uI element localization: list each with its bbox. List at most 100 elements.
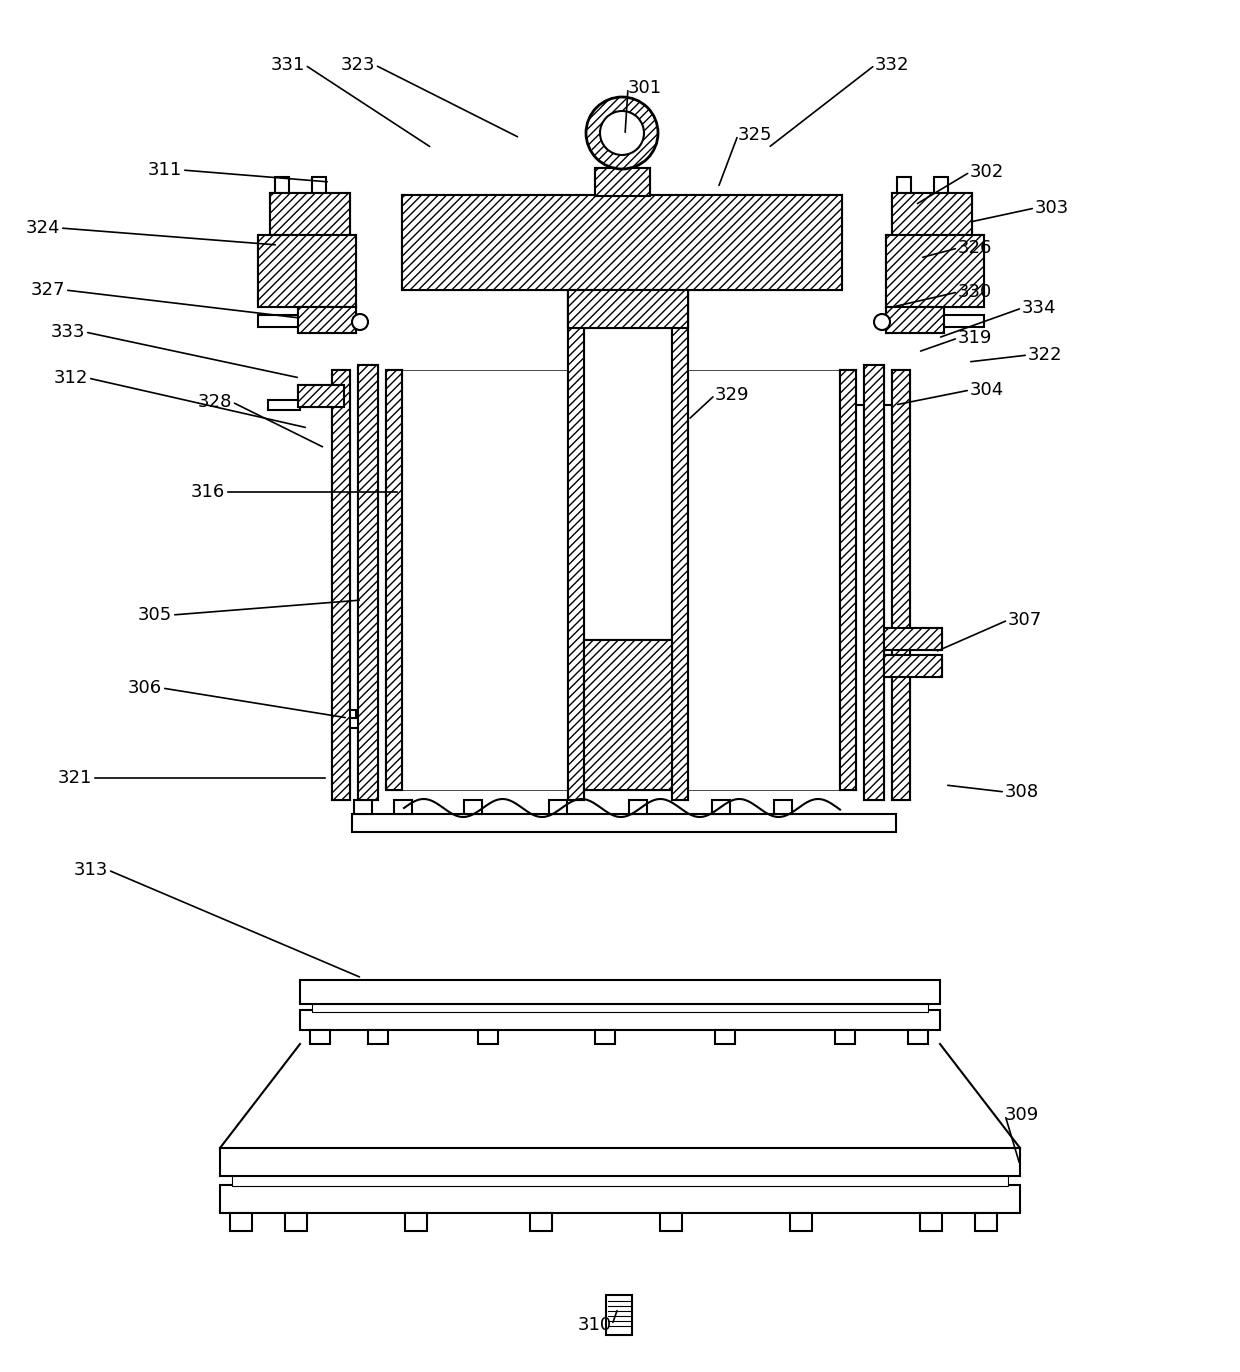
Bar [884, 654, 942, 676]
Bar [887, 307, 944, 333]
Bar [584, 240, 672, 639]
Bar [715, 1030, 735, 1044]
Bar [464, 800, 482, 814]
Bar [312, 1004, 928, 1013]
Bar [298, 386, 343, 407]
Text: 329: 329 [715, 386, 749, 403]
Bar [270, 193, 350, 235]
Bar [672, 240, 688, 800]
Bar [285, 1213, 308, 1231]
Bar [884, 654, 942, 676]
Text: 333: 333 [51, 322, 86, 342]
Text: 327: 327 [31, 281, 64, 299]
Bar [606, 1295, 632, 1335]
Bar [342, 709, 356, 718]
Text: 303: 303 [1035, 199, 1069, 217]
Bar [368, 1030, 388, 1044]
Text: 322: 322 [1028, 346, 1063, 364]
Bar [887, 235, 985, 307]
Bar [892, 193, 972, 235]
Bar [332, 370, 350, 800]
Bar [219, 1148, 1021, 1176]
Bar [595, 167, 650, 196]
Bar [908, 1030, 928, 1044]
Bar [258, 316, 300, 327]
Text: 326: 326 [959, 239, 992, 257]
Bar [790, 1213, 812, 1231]
Text: 310: 310 [578, 1316, 613, 1334]
Bar [887, 307, 944, 333]
Bar [232, 1176, 1008, 1185]
Bar [258, 235, 356, 307]
Bar [312, 177, 326, 193]
Bar [402, 370, 839, 790]
Bar [386, 370, 402, 790]
Bar [298, 307, 356, 333]
Bar [934, 177, 949, 193]
Bar [712, 800, 730, 814]
Bar [394, 800, 412, 814]
Bar [839, 370, 856, 790]
Text: 309: 309 [1004, 1106, 1039, 1124]
Bar [298, 386, 343, 407]
Bar [332, 370, 350, 800]
Text: 328: 328 [197, 392, 232, 412]
Text: 321: 321 [57, 768, 92, 788]
Bar [920, 1213, 942, 1231]
Text: 316: 316 [191, 483, 224, 501]
Bar [568, 289, 688, 328]
Bar [549, 800, 567, 814]
Bar [352, 814, 897, 831]
Text: 307: 307 [1008, 611, 1043, 628]
Bar [839, 370, 856, 790]
Bar [300, 1010, 940, 1030]
Bar [477, 1030, 498, 1044]
Text: 312: 312 [53, 369, 88, 387]
Text: 306: 306 [128, 679, 162, 697]
Text: 308: 308 [1004, 783, 1039, 801]
Bar [595, 167, 650, 196]
Bar [892, 193, 972, 235]
Bar [629, 800, 647, 814]
Bar [270, 193, 350, 235]
Bar [942, 316, 985, 327]
Text: 304: 304 [970, 381, 1004, 399]
Text: 319: 319 [959, 329, 992, 347]
Bar [584, 639, 672, 790]
Bar [568, 240, 584, 800]
Bar [402, 195, 842, 289]
Bar [774, 800, 792, 814]
Bar [402, 195, 842, 289]
Bar [892, 370, 910, 800]
Text: 334: 334 [1022, 299, 1056, 317]
Circle shape [352, 314, 368, 331]
Bar [887, 235, 985, 307]
Text: 305: 305 [138, 606, 172, 624]
Bar [864, 365, 884, 800]
Text: 325: 325 [738, 126, 773, 144]
Text: 301: 301 [627, 80, 662, 97]
Bar [595, 1030, 615, 1044]
Bar [258, 235, 356, 307]
Bar [884, 628, 942, 650]
Text: 311: 311 [148, 161, 182, 178]
Bar [353, 800, 372, 814]
Bar [584, 639, 672, 790]
Bar [310, 1030, 330, 1044]
Bar [219, 1185, 1021, 1213]
Bar [358, 365, 378, 800]
Bar [884, 628, 942, 650]
Bar [568, 240, 584, 800]
Text: 332: 332 [875, 56, 909, 74]
Bar [864, 365, 884, 800]
Circle shape [587, 97, 658, 169]
Text: 302: 302 [970, 163, 1004, 181]
Bar [529, 1213, 552, 1231]
Bar [268, 401, 300, 410]
Bar [568, 289, 688, 328]
Bar [358, 365, 378, 800]
Text: 323: 323 [341, 56, 374, 74]
Bar [835, 1030, 856, 1044]
Bar [892, 370, 910, 800]
Bar [897, 177, 911, 193]
